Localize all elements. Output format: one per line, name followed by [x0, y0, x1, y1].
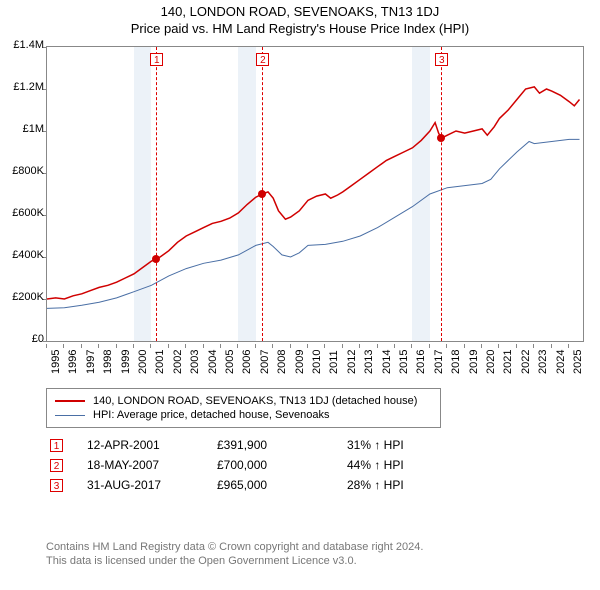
- chart-marker-icon: 2: [256, 53, 269, 66]
- x-axis-label: 2004: [207, 350, 219, 374]
- sale-pct: 31% ↑ HPI: [347, 438, 467, 452]
- x-axis-label: 2003: [189, 350, 201, 374]
- x-axis-label: 2020: [485, 350, 497, 374]
- legend-swatch: [55, 415, 85, 416]
- y-axis-label: £600K: [0, 207, 44, 219]
- x-axis-label: 2002: [172, 350, 184, 374]
- footer-line2: This data is licensed under the Open Gov…: [46, 555, 357, 567]
- y-axis-label: £1.2M: [0, 81, 44, 93]
- sale-point-icon: [152, 255, 160, 263]
- sale-date: 12-APR-2001: [87, 438, 217, 452]
- x-axis-label: 2016: [415, 350, 427, 374]
- x-axis-label: 2011: [328, 350, 340, 374]
- sale-marker-icon: 2: [50, 459, 63, 472]
- x-axis-label: 1998: [102, 350, 114, 374]
- chart-svg: [47, 47, 583, 341]
- x-axis-label: 2006: [241, 350, 253, 374]
- x-axis-label: 2021: [502, 350, 514, 374]
- series-price_paid: [47, 87, 580, 299]
- legend-swatch: [55, 400, 85, 402]
- legend-label: 140, LONDON ROAD, SEVENOAKS, TN13 1DJ (d…: [93, 395, 417, 407]
- x-axis-label: 2010: [311, 350, 323, 374]
- x-axis-label: 1995: [50, 350, 62, 374]
- x-axis-label: 2022: [520, 350, 532, 374]
- sale-row: 2 18-MAY-2007 £700,000 44% ↑ HPI: [46, 458, 584, 472]
- sale-marker-icon: 1: [50, 439, 63, 452]
- sale-pct: 28% ↑ HPI: [347, 478, 467, 492]
- sale-pct: 44% ↑ HPI: [347, 458, 467, 472]
- chart-marker-icon: 1: [150, 53, 163, 66]
- title-sub: Price paid vs. HM Land Registry's House …: [0, 21, 600, 36]
- x-axis-label: 2023: [537, 350, 549, 374]
- x-axis-label: 2014: [381, 350, 393, 374]
- y-axis-label: £200K: [0, 291, 44, 303]
- sale-price: £700,000: [217, 458, 347, 472]
- legend-row: 140, LONDON ROAD, SEVENOAKS, TN13 1DJ (d…: [55, 395, 432, 407]
- x-axis-label: 1997: [85, 350, 97, 374]
- x-axis-label: 2008: [276, 350, 288, 374]
- x-axis-label: 2001: [154, 350, 166, 374]
- y-axis-label: £1.4M: [0, 39, 44, 51]
- x-axis-label: 2005: [224, 350, 236, 374]
- sale-marker-icon: 3: [50, 479, 63, 492]
- sale-date: 18-MAY-2007: [87, 458, 217, 472]
- y-axis-label: £1M: [0, 123, 44, 135]
- chart-marker-icon: 3: [435, 53, 448, 66]
- title-address: 140, LONDON ROAD, SEVENOAKS, TN13 1DJ: [0, 4, 600, 19]
- x-axis-label: 2009: [294, 350, 306, 374]
- x-axis-label: 2015: [398, 350, 410, 374]
- x-axis-label: 2025: [572, 350, 584, 374]
- x-axis-label: 2012: [346, 350, 358, 374]
- sale-date: 31-AUG-2017: [87, 478, 217, 492]
- y-axis-label: £0: [0, 333, 44, 345]
- sale-point-icon: [258, 190, 266, 198]
- sale-price: £391,900: [217, 438, 347, 452]
- sales-table: 1 12-APR-2001 £391,900 31% ↑ HPI 2 18-MA…: [46, 432, 584, 498]
- legend-label: HPI: Average price, detached house, Seve…: [93, 409, 329, 421]
- x-axis-label: 2024: [555, 350, 567, 374]
- sale-point-icon: [437, 134, 445, 142]
- footer-attribution: Contains HM Land Registry data © Crown c…: [46, 540, 566, 569]
- x-axis-label: 2013: [363, 350, 375, 374]
- chart-area: 1 2 3: [46, 46, 584, 342]
- footer-line1: Contains HM Land Registry data © Crown c…: [46, 541, 423, 553]
- sale-row: 1 12-APR-2001 £391,900 31% ↑ HPI: [46, 438, 584, 452]
- x-axis-label: 1996: [67, 350, 79, 374]
- x-axis-labels: 1995 1996 1997 1998 1999 2000 2001 2002 2003 2004…: [46, 344, 584, 384]
- x-axis-label: 1999: [120, 350, 132, 374]
- x-axis-label: 2007: [259, 350, 271, 374]
- series-hpi: [47, 139, 580, 308]
- x-axis-label: 2018: [450, 350, 462, 374]
- x-axis-label: 2019: [468, 350, 480, 374]
- y-axis-label: £800K: [0, 165, 44, 177]
- legend-row: HPI: Average price, detached house, Seve…: [55, 409, 432, 421]
- legend: 140, LONDON ROAD, SEVENOAKS, TN13 1DJ (d…: [46, 388, 441, 428]
- x-axis-label: 2017: [433, 350, 445, 374]
- x-axis-label: 2000: [137, 350, 149, 374]
- sale-row: 3 31-AUG-2017 £965,000 28% ↑ HPI: [46, 478, 584, 492]
- y-axis-label: £400K: [0, 249, 44, 261]
- sale-price: £965,000: [217, 478, 347, 492]
